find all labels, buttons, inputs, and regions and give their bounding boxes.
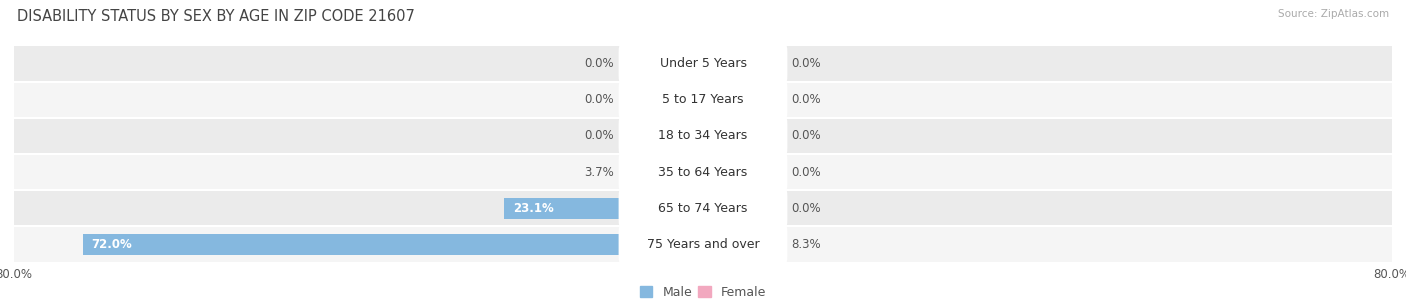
- Text: 75 Years and over: 75 Years and over: [647, 238, 759, 251]
- Text: 72.0%: 72.0%: [91, 238, 132, 251]
- Bar: [14, 82, 1392, 118]
- Text: 0.0%: 0.0%: [585, 93, 614, 106]
- Bar: [659, 126, 703, 146]
- Bar: [703, 198, 747, 219]
- FancyBboxPatch shape: [619, 42, 787, 85]
- Bar: [659, 53, 703, 74]
- Text: DISABILITY STATUS BY SEX BY AGE IN ZIP CODE 21607: DISABILITY STATUS BY SEX BY AGE IN ZIP C…: [17, 9, 415, 24]
- FancyBboxPatch shape: [619, 79, 787, 121]
- Bar: [703, 126, 747, 146]
- Bar: [14, 154, 1392, 190]
- FancyBboxPatch shape: [619, 187, 787, 229]
- Text: 0.0%: 0.0%: [792, 93, 821, 106]
- Bar: [14, 46, 1392, 82]
- Bar: [659, 162, 703, 182]
- Bar: [703, 53, 747, 74]
- Text: 0.0%: 0.0%: [792, 130, 821, 142]
- Text: Source: ZipAtlas.com: Source: ZipAtlas.com: [1278, 9, 1389, 19]
- Text: 35 to 64 Years: 35 to 64 Years: [658, 166, 748, 178]
- Bar: [14, 226, 1392, 262]
- Text: 5 to 17 Years: 5 to 17 Years: [662, 93, 744, 106]
- FancyBboxPatch shape: [619, 115, 787, 157]
- Text: 0.0%: 0.0%: [585, 130, 614, 142]
- Bar: [14, 190, 1392, 226]
- Text: 8.3%: 8.3%: [792, 238, 821, 251]
- Bar: [703, 162, 747, 182]
- Bar: [14, 118, 1392, 154]
- Text: 65 to 74 Years: 65 to 74 Years: [658, 202, 748, 215]
- Bar: [83, 234, 703, 255]
- Text: 0.0%: 0.0%: [792, 57, 821, 70]
- Bar: [505, 198, 703, 219]
- Legend: Male, Female: Male, Female: [636, 281, 770, 304]
- Text: Under 5 Years: Under 5 Years: [659, 57, 747, 70]
- Text: 18 to 34 Years: 18 to 34 Years: [658, 130, 748, 142]
- Text: 0.0%: 0.0%: [792, 202, 821, 215]
- FancyBboxPatch shape: [619, 223, 787, 266]
- Text: 3.7%: 3.7%: [585, 166, 614, 178]
- Text: 0.0%: 0.0%: [792, 166, 821, 178]
- Bar: [703, 234, 775, 255]
- Text: 23.1%: 23.1%: [513, 202, 554, 215]
- Bar: [703, 89, 747, 110]
- Text: 0.0%: 0.0%: [585, 57, 614, 70]
- FancyBboxPatch shape: [619, 151, 787, 193]
- Bar: [659, 89, 703, 110]
